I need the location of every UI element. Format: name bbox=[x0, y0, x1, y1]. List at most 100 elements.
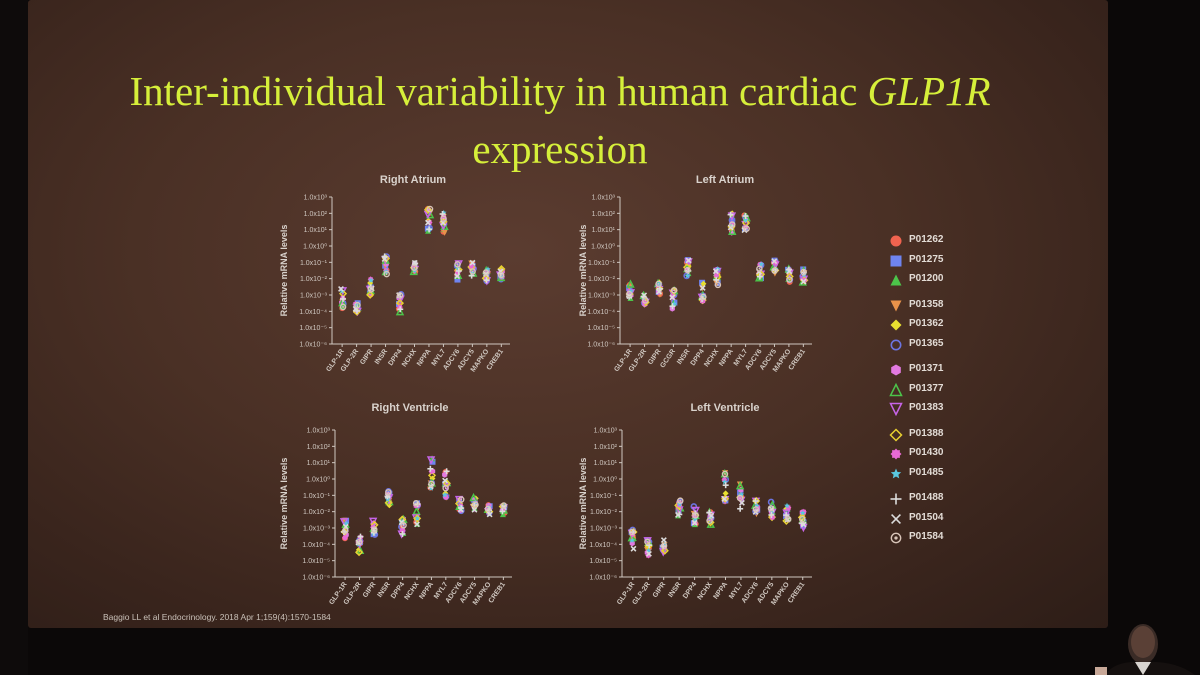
panel-right-atrium: Right Atrium Relative mRNA levels 1.0x10⁻⁶… bbox=[279, 174, 510, 373]
y-tick-label: 1.0x10² bbox=[592, 211, 616, 218]
data-point bbox=[669, 294, 676, 301]
data-points-gipr bbox=[653, 278, 664, 298]
data-points-adcy6 bbox=[453, 260, 463, 283]
data-point bbox=[339, 303, 347, 311]
data-point bbox=[800, 278, 807, 285]
room-wall-left bbox=[0, 0, 28, 675]
data-point bbox=[675, 511, 681, 518]
legend-label: P01377 bbox=[909, 382, 944, 394]
data-point bbox=[721, 470, 729, 478]
y-tick-label: 1.0x10³ bbox=[304, 195, 328, 202]
data-points-glp-1r bbox=[625, 279, 636, 301]
data-point bbox=[660, 546, 669, 555]
legend-marker-triangle-up bbox=[890, 274, 902, 286]
data-point bbox=[685, 257, 692, 264]
data-point bbox=[440, 215, 447, 222]
legend-symbol bbox=[890, 468, 902, 478]
data-point bbox=[454, 261, 461, 268]
data-points-adcy5 bbox=[767, 498, 777, 522]
data-point bbox=[691, 519, 698, 526]
x-tick-label: GIPR bbox=[362, 581, 378, 599]
data-points-dpp4 bbox=[395, 291, 405, 316]
data-point bbox=[441, 491, 448, 498]
data-points-gcgr bbox=[668, 285, 679, 312]
data-point bbox=[484, 505, 492, 513]
data-point bbox=[483, 277, 490, 284]
legend-symbol bbox=[891, 364, 901, 376]
data-points-dpp4 bbox=[690, 503, 700, 528]
data-point bbox=[340, 528, 347, 535]
data-point bbox=[482, 269, 490, 276]
y-tick-label: 1.0x10³ bbox=[594, 428, 618, 435]
data-point bbox=[642, 297, 649, 304]
data-point bbox=[457, 506, 464, 513]
y-axis-label: Relative mRNA levels bbox=[279, 225, 289, 317]
data-point bbox=[743, 225, 750, 232]
legend-item-p01371: P01371 bbox=[885, 361, 975, 381]
y-tick-label: 1.0x10⁻⁴ bbox=[589, 542, 617, 549]
y-tick-label: 1.0x10⁻³ bbox=[588, 293, 616, 300]
data-points-adcy6 bbox=[454, 495, 465, 515]
data-point bbox=[700, 280, 707, 287]
data-point bbox=[469, 268, 476, 275]
data-point bbox=[500, 504, 507, 511]
data-points-mapko bbox=[481, 265, 492, 286]
data-point bbox=[381, 256, 388, 262]
data-point bbox=[367, 286, 375, 293]
y-tick-label: 1.0x10¹ bbox=[592, 227, 616, 234]
data-point bbox=[786, 276, 793, 283]
x-tick-label: NCHX bbox=[697, 581, 714, 602]
data-points-nppa bbox=[727, 210, 737, 236]
slide-title-gene: GLP1R bbox=[867, 68, 991, 114]
data-point bbox=[354, 548, 364, 557]
data-point bbox=[771, 267, 778, 274]
data-point bbox=[782, 509, 791, 518]
y-tick-label: 1.0x10⁻³ bbox=[300, 293, 328, 300]
legend-label: P01362 bbox=[909, 318, 944, 329]
legend-marker-open-triangle-down bbox=[889, 402, 903, 416]
data-point bbox=[397, 306, 404, 313]
data-points-creb1 bbox=[797, 508, 808, 533]
data-point bbox=[767, 505, 775, 512]
data-point bbox=[395, 306, 405, 316]
data-point bbox=[728, 226, 737, 235]
data-point bbox=[428, 480, 435, 488]
data-point bbox=[497, 271, 505, 279]
legend-symbol bbox=[891, 513, 901, 524]
data-point bbox=[440, 209, 447, 216]
legend-marker-flower bbox=[890, 448, 902, 460]
y-axis-label: Relative mRNA levels bbox=[279, 458, 289, 550]
data-point bbox=[354, 301, 361, 309]
panel-title: Left Ventricle bbox=[690, 402, 759, 414]
data-points-myl7 bbox=[735, 480, 746, 512]
data-point bbox=[784, 502, 790, 509]
y-tick-label: 1.0x10⁻⁶ bbox=[302, 575, 330, 582]
data-point bbox=[669, 303, 676, 310]
data-point bbox=[414, 515, 421, 521]
y-tick-label: 1.0x10⁻¹ bbox=[590, 493, 618, 500]
legend-label: P01485 bbox=[909, 466, 944, 478]
legend-label: P01488 bbox=[909, 492, 944, 503]
y-tick-label: 1.0x10⁻⁶ bbox=[299, 342, 327, 349]
y-tick-label: 1.0x10⁻⁴ bbox=[587, 309, 615, 316]
legend-marker-circle bbox=[890, 235, 902, 247]
x-tick-label: INSR bbox=[667, 581, 682, 599]
data-points-glp-2r bbox=[639, 290, 650, 308]
data-point bbox=[482, 271, 489, 278]
legend-symbol bbox=[890, 274, 902, 286]
legend-symbol bbox=[890, 319, 902, 331]
data-point bbox=[655, 280, 662, 288]
legend-marker-open-triangle-up bbox=[889, 382, 903, 396]
data-points-nppa bbox=[423, 205, 435, 234]
data-points-nchx bbox=[706, 507, 715, 528]
data-point bbox=[752, 497, 759, 504]
data-point bbox=[399, 530, 406, 537]
data-point bbox=[410, 264, 418, 271]
data-points-glp-1r bbox=[338, 286, 348, 312]
data-points-myl7 bbox=[441, 468, 452, 501]
data-points-creb1 bbox=[495, 264, 506, 283]
legend-label: P01200 bbox=[909, 273, 944, 284]
data-point bbox=[742, 213, 749, 220]
legend-marker-hexagon bbox=[891, 364, 901, 376]
